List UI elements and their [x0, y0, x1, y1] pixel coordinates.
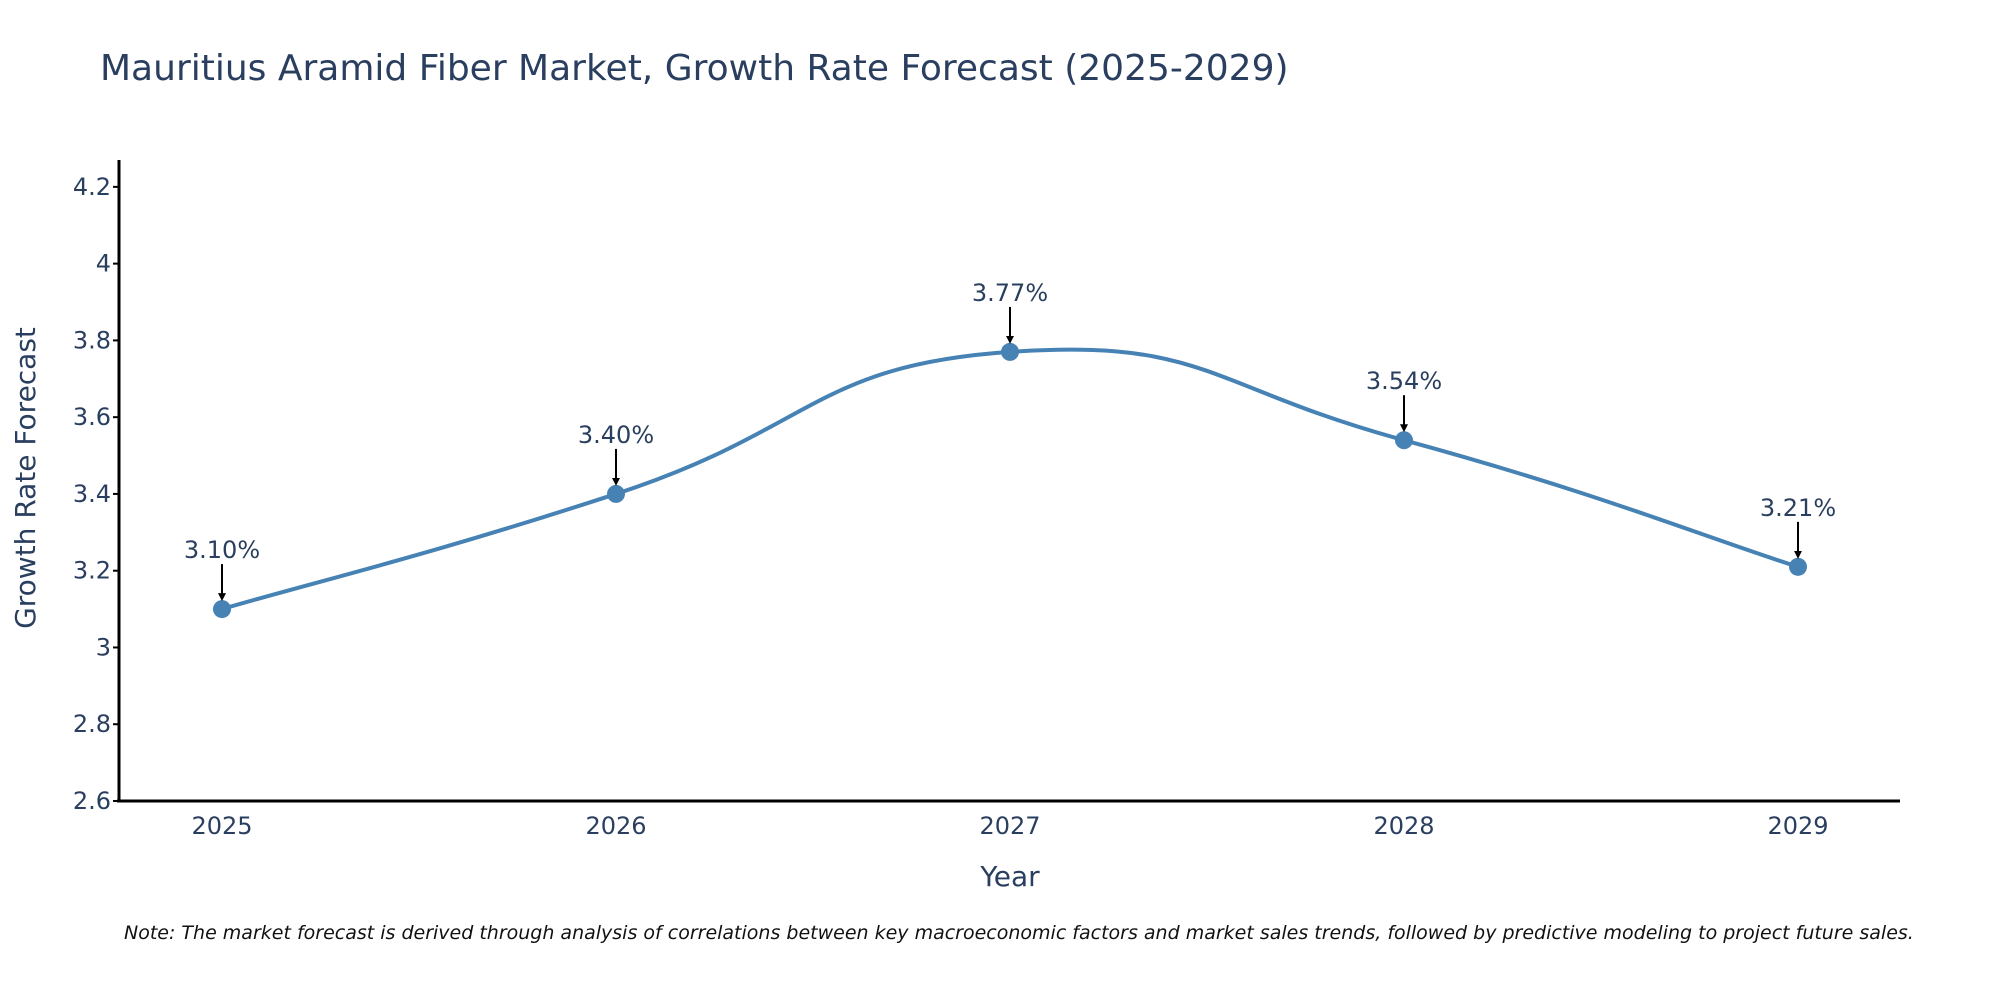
y-tick-label: 2.8: [73, 710, 111, 738]
y-tick-label: 3.6: [73, 403, 111, 431]
x-tick-label: 2027: [979, 812, 1040, 840]
data-label: 3.54%: [1366, 367, 1442, 395]
y-tick-label: 2.6: [73, 787, 111, 815]
y-tick-label: 3.4: [73, 480, 111, 508]
x-tick-label: 2028: [1373, 812, 1434, 840]
data-annotations: 3.10% 3.40% 3.77% 3.54% 3.21%: [184, 279, 1836, 602]
footnote: Note: The market forecast is derived thr…: [124, 922, 1914, 944]
x-tick-label: 2029: [1767, 812, 1828, 840]
data-label: 3.40%: [578, 421, 654, 449]
data-label: 3.77%: [972, 279, 1048, 307]
y-tick-label: 3.8: [73, 326, 111, 354]
y-axis-ticks: 2.6 2.8 3 3.2 3.4 3.6 3.8 4 4.2: [73, 173, 119, 815]
data-point: [607, 484, 625, 503]
y-axis-title: Growth Rate Forecast: [9, 327, 42, 629]
y-tick-label: 3: [96, 633, 111, 661]
x-tick-label: 2025: [191, 812, 252, 840]
data-point: [1789, 557, 1807, 576]
series-line: [221, 347, 1799, 612]
y-tick-label: 3.2: [73, 557, 111, 585]
y-tick-label: 4.2: [73, 173, 111, 201]
x-tick-label: 2026: [585, 812, 646, 840]
data-label: 3.10%: [184, 536, 260, 564]
data-point: [1001, 342, 1019, 361]
data-point: [1395, 431, 1413, 450]
x-axis-ticks: 2025 2026 2027 2028 2029: [191, 812, 1828, 840]
chart-title: Mauritius Aramid Fiber Market, Growth Ra…: [100, 48, 1289, 89]
y-tick-label: 4: [96, 250, 111, 278]
data-label: 3.21%: [1760, 494, 1836, 522]
x-axis-title: Year: [979, 860, 1040, 893]
data-points: [213, 342, 1807, 619]
data-point: [213, 600, 231, 619]
